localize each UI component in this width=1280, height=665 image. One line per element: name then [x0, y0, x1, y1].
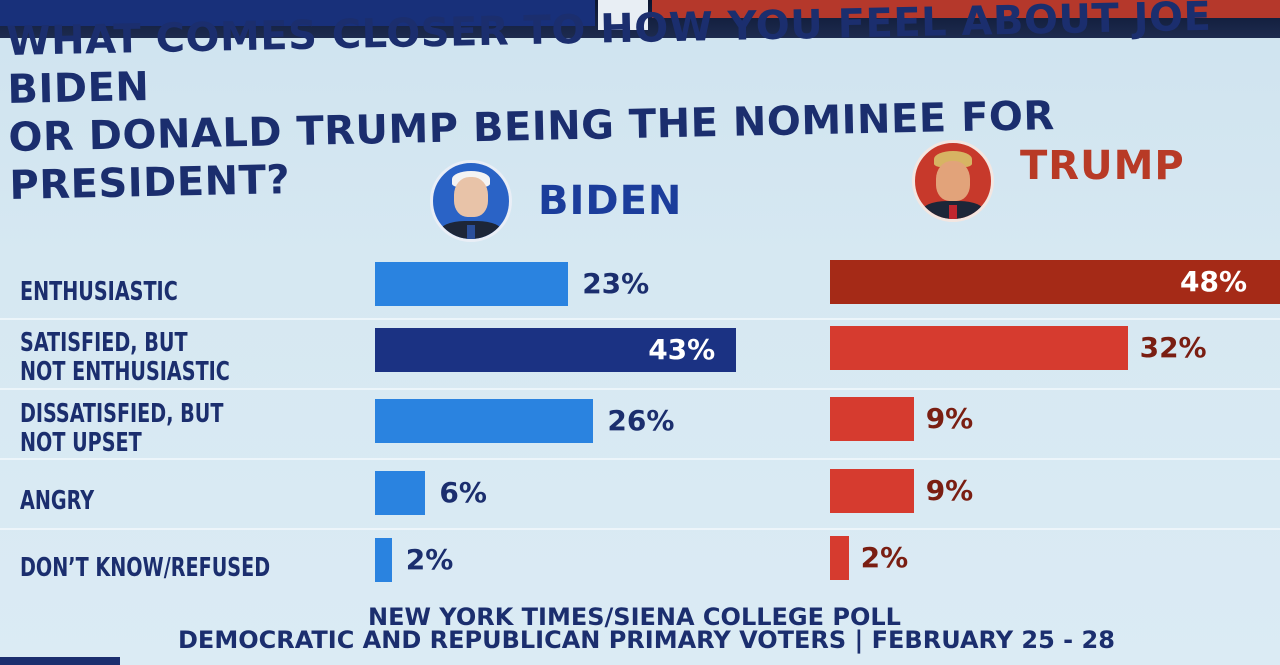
category-label-line: DON’T KNOW/REFUSED: [20, 552, 271, 583]
biden-value-label: 2%: [405, 543, 454, 576]
trump-bar: [830, 397, 914, 441]
trump-face: [936, 161, 970, 201]
row-divider: [0, 318, 1280, 320]
biden-value-label: 26%: [607, 404, 675, 437]
category-label: ANGRY: [20, 485, 95, 516]
top-banner: [0, 0, 1280, 38]
biden-bar: [375, 328, 737, 372]
trump-bar: [830, 260, 1280, 304]
top-banner-gap: [598, 0, 648, 30]
trump-bar: [830, 536, 849, 580]
category-label-line: SATISFIED, BUT: [20, 328, 188, 358]
biden-avatar: [430, 160, 512, 242]
trump-value-label: 48%: [1180, 265, 1248, 298]
category-label-line: ENTHUSIASTIC: [20, 276, 178, 307]
row-divider: [0, 388, 1280, 390]
corner-accent: [0, 657, 120, 665]
top-banner-blue: [0, 0, 595, 26]
biden-tie: [467, 225, 475, 239]
biden-bar: [375, 538, 392, 582]
row-divider: [0, 458, 1280, 460]
biden-face: [454, 177, 488, 217]
category-label-line: NOT ENTHUSIASTIC: [20, 357, 230, 387]
trump-header: TRUMP: [912, 140, 1185, 222]
trump-bar: [830, 469, 914, 513]
category-label-line: NOT UPSET: [20, 428, 142, 458]
biden-value-label: 23%: [582, 267, 650, 300]
biden-name: BIDEN: [538, 178, 683, 224]
category-label-line: ANGRY: [20, 485, 95, 516]
category-label: SATISFIED, BUT NOT ENTHUSIASTIC: [20, 329, 230, 387]
biden-bar: [375, 262, 569, 306]
biden-value-label: 43%: [648, 333, 716, 366]
trump-name: TRUMP: [1020, 143, 1185, 189]
biden-bar: [375, 399, 594, 443]
top-banner-red: [652, 0, 1280, 18]
biden-value-label: 6%: [439, 476, 487, 509]
trump-value-label: 32%: [1139, 331, 1207, 364]
category-label: DISSATISFIED, BUT NOT UPSET: [20, 400, 223, 458]
biden-bar: [375, 471, 426, 515]
biden-header: BIDEN: [430, 160, 682, 242]
trump-bar: [830, 326, 1128, 370]
trump-tie: [949, 205, 957, 219]
trump-value-label: 2%: [860, 541, 909, 574]
footer-subtitle: DEMOCRATIC AND REPUBLICAN PRIMARY VOTERS…: [178, 626, 1115, 654]
footer-source: NEW YORK TIMES/SIENA COLLEGE POLL: [368, 603, 901, 631]
trump-avatar: [912, 140, 994, 222]
category-label: ENTHUSIASTIC: [20, 276, 178, 307]
row-divider: [0, 528, 1280, 530]
trump-value-label: 9%: [925, 474, 974, 507]
category-label-line: DISSATISFIED, BUT: [20, 399, 224, 429]
category-label: DON’T KNOW/REFUSED: [20, 552, 271, 583]
trump-value-label: 9%: [925, 402, 974, 435]
